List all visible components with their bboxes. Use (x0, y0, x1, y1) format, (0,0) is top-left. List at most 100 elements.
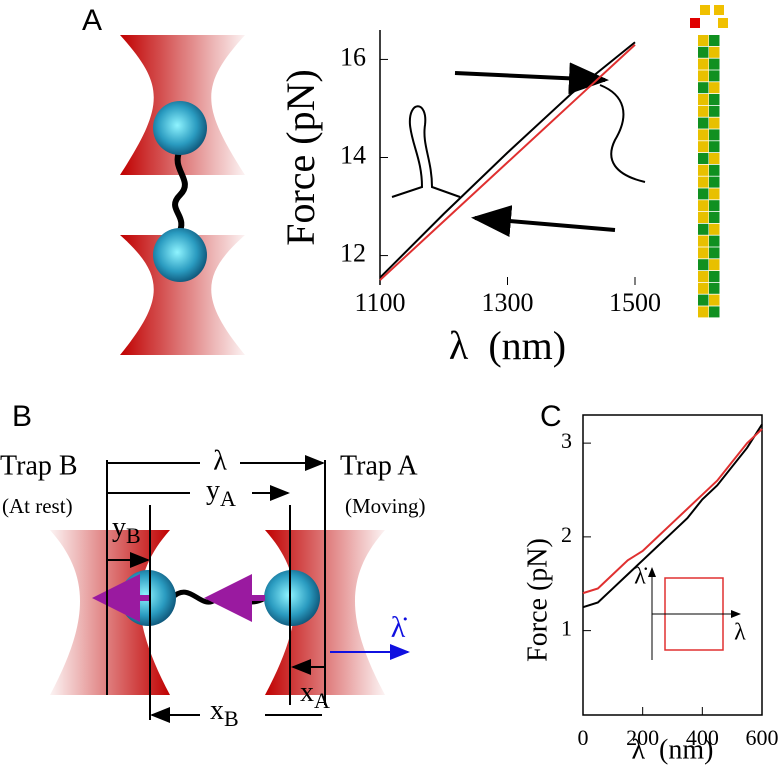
subscript: B (224, 706, 239, 731)
block (709, 212, 720, 223)
symbol: y (206, 475, 220, 506)
block (709, 164, 720, 176)
y-axis-label: Force (pN) (522, 538, 553, 662)
block (698, 259, 709, 271)
x-tick-label: 600 (746, 725, 779, 750)
block (709, 306, 720, 318)
distance-label: yB (112, 512, 141, 548)
distance-label: yA (206, 475, 236, 511)
distance-label: λ (213, 445, 227, 476)
trap-state: (At rest) (2, 494, 73, 518)
y-tick-label: 12 (340, 239, 366, 268)
y-tick-label: 3 (561, 428, 572, 453)
block (698, 164, 709, 176)
block (709, 82, 720, 94)
trap-diagram (50, 455, 410, 723)
panel-label: B (12, 400, 32, 433)
y-tick-label: 16 (340, 42, 366, 71)
y-axis-label: Force (pN) (278, 69, 323, 246)
block (709, 129, 720, 141)
data-line (582, 428, 763, 595)
block (698, 129, 709, 141)
block (698, 223, 709, 235)
block (698, 200, 709, 212)
block (700, 5, 710, 15)
inset-label: λ (734, 620, 746, 646)
subscript: A (314, 688, 330, 713)
subscript: A (220, 486, 236, 511)
subscript: B (126, 523, 141, 548)
block (714, 5, 724, 15)
block (709, 35, 720, 46)
block (698, 294, 709, 306)
plot-frame (582, 414, 763, 716)
block (698, 46, 709, 58)
block (718, 18, 728, 28)
y-tick-label: 1 (561, 616, 572, 641)
block (709, 153, 720, 164)
sequence-blocks (690, 5, 728, 318)
block (709, 70, 720, 82)
panel-label: A (82, 4, 102, 37)
y-tick-label: 2 (561, 522, 572, 547)
symbol: y (112, 512, 126, 543)
block (698, 153, 709, 164)
block (709, 176, 720, 188)
block (698, 235, 709, 247)
x-tick-label: 1500 (609, 288, 661, 317)
block (709, 235, 720, 247)
distance-label: xB (210, 695, 239, 731)
block (698, 82, 709, 94)
data-line (379, 43, 636, 281)
block (709, 282, 720, 294)
block (698, 58, 709, 70)
block (698, 271, 709, 282)
block (709, 200, 720, 212)
y-tick-label: 14 (340, 140, 366, 169)
data-line (582, 423, 763, 609)
x-axis-label: λ (nm) (449, 323, 566, 368)
block (709, 223, 720, 235)
block (709, 46, 720, 58)
x-axis-label: λ (nm) (631, 734, 713, 765)
inset-label: λ̇ (634, 564, 648, 590)
distance-label: xA (300, 677, 330, 713)
trap-label: Trap B (0, 450, 78, 481)
panel-label: C (540, 400, 562, 433)
block (698, 188, 709, 200)
tweezer-diagram (120, 35, 245, 355)
block (698, 306, 709, 318)
block (698, 70, 709, 82)
block (709, 247, 720, 259)
x-tick-label: 0 (578, 725, 589, 750)
block (709, 294, 720, 306)
block (698, 94, 709, 105)
block (698, 282, 709, 294)
block (698, 212, 709, 223)
x-tick-label: 400 (686, 725, 719, 750)
symbol: x (300, 677, 314, 708)
trap-state: (Moving) (345, 494, 426, 518)
block (709, 271, 720, 282)
trap-label: Trap A (340, 450, 418, 481)
block (690, 18, 700, 28)
x-tick-label: 1300 (482, 288, 534, 317)
block (709, 188, 720, 200)
block (698, 176, 709, 188)
block (709, 58, 720, 70)
block (709, 141, 720, 153)
block (709, 105, 720, 117)
x-tick-label: 200 (626, 725, 659, 750)
block (709, 94, 720, 105)
data-line (379, 41, 636, 279)
block (698, 35, 709, 46)
block (698, 141, 709, 153)
block (709, 259, 720, 271)
block (698, 105, 709, 117)
velocity-label: λ̇ (391, 611, 408, 644)
block (698, 247, 709, 259)
block (698, 117, 709, 129)
annotation (391, 62, 646, 238)
symbol: x (210, 695, 224, 726)
